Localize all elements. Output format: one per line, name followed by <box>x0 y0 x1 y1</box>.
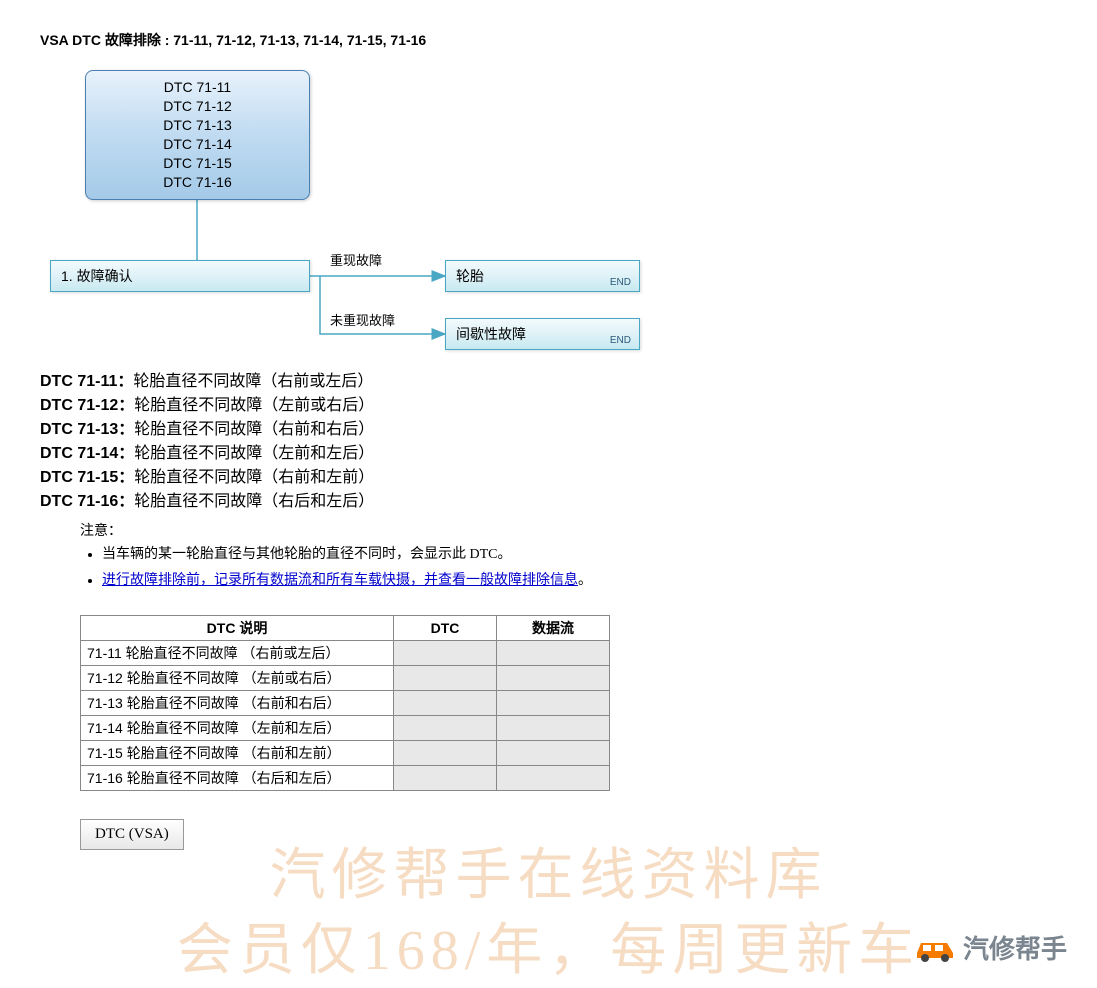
result-bottom-text: 间歇性故障 <box>456 324 526 344</box>
cell-stream <box>497 665 610 690</box>
dtc-definitions: DTC 71-11： 轮胎直径不同故障（右前或左后） DTC 71-12： 轮胎… <box>40 370 1057 514</box>
dtc-table-wrap: DTC 说明 DTC 数据流 71-11 轮胎直径不同故障 （右前或左后） 71… <box>80 615 1057 791</box>
dtc-line: DTC 71-14 <box>163 135 231 154</box>
dtc-def-row: DTC 71-13： 轮胎直径不同故障（右前和右后） <box>40 418 1057 442</box>
dtc-line: DTC 71-11 <box>164 78 231 97</box>
cell-stream <box>497 740 610 765</box>
note-suffix: 。 <box>578 573 592 588</box>
result-top-text: 轮胎 <box>456 266 484 286</box>
dtc-def-row: DTC 71-12： 轮胎直径不同故障（左前或右后） <box>40 394 1057 418</box>
cell-stream <box>497 690 610 715</box>
dtc-list-box: DTC 71-11 DTC 71-12 DTC 71-13 DTC 71-14 … <box>85 70 310 200</box>
dtc-line: DTC 71-15 <box>163 154 231 173</box>
dtc-code: DTC 71-14： <box>40 442 134 466</box>
table-row: 71-12 轮胎直径不同故障 （左前或右后） <box>81 665 610 690</box>
cell-dtc <box>394 765 497 790</box>
branch-label-bottom: 未重现故障 <box>330 310 395 329</box>
cell-dtc <box>394 690 497 715</box>
cell-desc: 71-15 轮胎直径不同故障 （右前和左前） <box>81 740 394 765</box>
end-label: END <box>610 335 631 346</box>
dtc-desc: 轮胎直径不同故障（左前或右后） <box>134 394 374 418</box>
cell-desc: 71-16 轮胎直径不同故障 （右后和左后） <box>81 765 394 790</box>
dtc-desc: 轮胎直径不同故障（左前和左后） <box>134 442 374 466</box>
cell-dtc <box>394 740 497 765</box>
result-box-bottom: 间歇性故障 END <box>445 318 640 350</box>
watermark-line1: 汽修帮手在线资料库 <box>0 840 1097 913</box>
page-title: VSA DTC 故障排除 : 71-11, 71-12, 71-13, 71-1… <box>40 30 1057 50</box>
dtc-code: DTC 71-15： <box>40 466 134 490</box>
step-1-text: 1. 故障确认 <box>61 266 133 286</box>
table-row: 71-15 轮胎直径不同故障 （右前和左前） <box>81 740 610 765</box>
cell-stream <box>497 715 610 740</box>
dtc-code: DTC 71-12： <box>40 394 134 418</box>
flowchart: DTC 71-11 DTC 71-12 DTC 71-13 DTC 71-14 … <box>50 70 1057 360</box>
cell-desc: 71-14 轮胎直径不同故障 （左前和左后） <box>81 715 394 740</box>
dtc-line: DTC 71-16 <box>163 173 231 192</box>
end-label: END <box>610 277 631 288</box>
dtc-def-row: DTC 71-11： 轮胎直径不同故障（右前或左后） <box>40 370 1057 394</box>
dtc-line: DTC 71-13 <box>163 116 231 135</box>
dtc-def-row: DTC 71-15： 轮胎直径不同故障（右前和左前） <box>40 466 1057 490</box>
notes-label: 注意： <box>80 520 1057 540</box>
step-1-box: 1. 故障确认 <box>50 260 310 292</box>
result-box-top: 轮胎 END <box>445 260 640 292</box>
note-item: 当车辆的某一轮胎直径与其他轮胎的直径不同时，会显示此 DTC。 <box>102 544 1057 566</box>
note-text: 当车辆的某一轮胎直径与其他轮胎的直径不同时，会显示此 DTC。 <box>102 547 512 562</box>
dtc-code: DTC 71-11： <box>40 370 133 394</box>
cell-dtc <box>394 665 497 690</box>
cell-stream <box>497 765 610 790</box>
car-icon <box>913 933 957 963</box>
dtc-desc: 轮胎直径不同故障（右前或左后） <box>133 370 373 394</box>
dtc-desc: 轮胎直径不同故障（右后和左后） <box>134 490 374 514</box>
th-stream: 数据流 <box>497 615 610 640</box>
dtc-code: DTC 71-13： <box>40 418 134 442</box>
dtc-desc: 轮胎直径不同故障（右前和右后） <box>134 418 374 442</box>
th-dtc: DTC <box>394 615 497 640</box>
cell-dtc <box>394 640 497 665</box>
note-link[interactable]: 进行故障排除前，记录所有数据流和所有车载快摄，并查看一般故障排除信息 <box>102 573 578 588</box>
dtc-def-row: DTC 71-14： 轮胎直径不同故障（左前和左后） <box>40 442 1057 466</box>
dtc-code: DTC 71-16： <box>40 490 134 514</box>
cell-desc: 71-11 轮胎直径不同故障 （右前或左后） <box>81 640 394 665</box>
dtc-def-row: DTC 71-16： 轮胎直径不同故障（右后和左后） <box>40 490 1057 514</box>
cell-stream <box>497 640 610 665</box>
table-row: 71-11 轮胎直径不同故障 （右前或左后） <box>81 640 610 665</box>
note-item: 进行故障排除前，记录所有数据流和所有车载快摄，并查看一般故障排除信息。 <box>102 570 1057 592</box>
cell-desc: 71-13 轮胎直径不同故障 （右前和右后） <box>81 690 394 715</box>
brand-logo: 汽修帮手 <box>913 929 1067 966</box>
table-row: 71-13 轮胎直径不同故障 （右前和右后） <box>81 690 610 715</box>
table-row: 71-14 轮胎直径不同故障 （左前和左后） <box>81 715 610 740</box>
th-desc: DTC 说明 <box>81 615 394 640</box>
cell-desc: 71-12 轮胎直径不同故障 （左前或右后） <box>81 665 394 690</box>
branch-label-top: 重现故障 <box>330 250 382 269</box>
table-row: 71-16 轮胎直径不同故障 （右后和左后） <box>81 765 610 790</box>
dtc-line: DTC 71-12 <box>163 97 231 116</box>
dtc-table: DTC 说明 DTC 数据流 71-11 轮胎直径不同故障 （右前或左后） 71… <box>80 615 610 791</box>
cell-dtc <box>394 715 497 740</box>
notes-section: 注意： 当车辆的某一轮胎直径与其他轮胎的直径不同时，会显示此 DTC。 进行故障… <box>80 520 1057 593</box>
dtc-desc: 轮胎直径不同故障（右前和左前） <box>134 466 374 490</box>
dtc-vsa-button[interactable]: DTC (VSA) <box>80 819 184 850</box>
brand-text: 汽修帮手 <box>963 929 1067 966</box>
